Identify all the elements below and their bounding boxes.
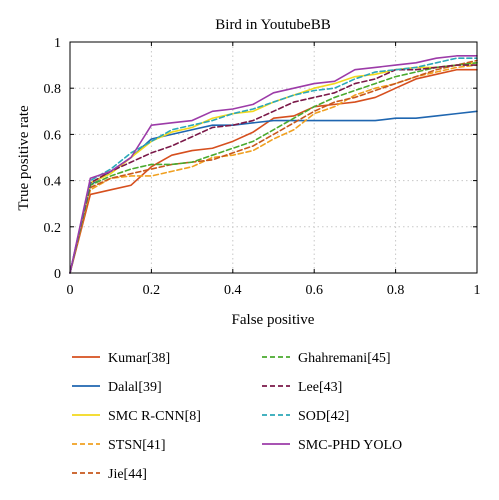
series-line-2 <box>69 61 478 274</box>
legend-entry: Jie[44] <box>72 467 147 482</box>
tick-layer: 0 0.2 0.4 0.6 0.8 1 0 0.2 0.4 0.6 0.8 1 <box>44 36 481 298</box>
y-tick-label: 0.4 <box>44 175 62 190</box>
series-line-7 <box>69 57 478 274</box>
legend-entry: Dalal[39] <box>72 380 162 395</box>
legend-entry: STSN[41] <box>72 438 166 453</box>
legend-label: Dalal[39] <box>108 380 162 395</box>
chart-title: Bird in YoutubeBB <box>215 17 330 33</box>
y-tick-label: 0.6 <box>44 128 62 143</box>
legend-label: Jie[44] <box>108 467 147 482</box>
x-tick-label: 0.6 <box>305 283 323 298</box>
series-line-0 <box>69 68 478 274</box>
y-axis-title: True positive rate <box>16 105 32 211</box>
x-tick-label: 1 <box>474 283 481 298</box>
x-axis-title: False positive <box>232 312 315 328</box>
series-line-8 <box>69 55 478 274</box>
x-tick-label: 0.8 <box>387 283 405 298</box>
legend-entry: Kumar[38] <box>72 351 170 366</box>
y-tick-label: 1 <box>54 36 61 51</box>
legend-entry: SMC R-CNN[8] <box>72 409 201 424</box>
series-line-1 <box>69 110 478 274</box>
y-tick-label: 0.8 <box>44 82 62 97</box>
series-line-6 <box>69 64 478 274</box>
x-tick-label: 0.2 <box>143 283 161 298</box>
series-line-3 <box>69 64 478 274</box>
legend-label: Ghahremani[45] <box>298 351 391 366</box>
legend: Kumar[38] Dalal[39] SMC R-CNN[8] STSN[41] Ji… <box>72 351 402 482</box>
legend-label: STSN[41] <box>108 438 166 453</box>
y-tick-label: 0.2 <box>44 221 62 236</box>
legend-entry: Ghahremani[45] <box>262 351 391 366</box>
legend-label: Lee[43] <box>298 380 342 395</box>
legend-label: SMC-PHD YOLO <box>298 438 402 453</box>
y-tick-label: 0 <box>54 267 61 282</box>
series-line-4 <box>69 59 478 274</box>
x-tick-label: 0.4 <box>224 283 242 298</box>
legend-label: SMC R-CNN[8] <box>108 409 201 424</box>
plot-frame <box>69 41 478 274</box>
legend-label: Kumar[38] <box>108 351 170 366</box>
x-tick-label: 0 <box>67 283 74 298</box>
legend-entry: Lee[43] <box>262 380 342 395</box>
series-line-5 <box>69 61 478 274</box>
legend-entry: SMC-PHD YOLO <box>262 438 402 453</box>
legend-entry: SOD[42] <box>262 409 349 424</box>
series-layer <box>69 55 478 274</box>
legend-label: SOD[42] <box>298 409 349 424</box>
